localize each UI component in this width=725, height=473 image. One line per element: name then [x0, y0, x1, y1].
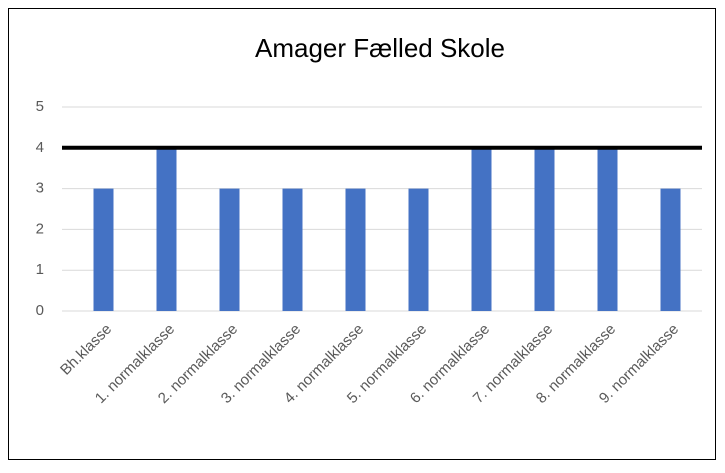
y-tick-label: 1 [36, 261, 44, 278]
bar [156, 147, 177, 311]
y-tick-label: 4 [36, 139, 44, 156]
y-tick-label: 3 [36, 180, 44, 197]
bar [534, 147, 555, 311]
bar [597, 147, 618, 311]
bar [282, 188, 303, 311]
bar [219, 188, 240, 311]
bar [93, 188, 114, 311]
bar [345, 188, 366, 311]
y-tick-label: 5 [36, 98, 44, 115]
chart-title: Amager Fælled Skole [255, 33, 505, 63]
bar [471, 147, 492, 311]
bar [408, 188, 429, 311]
bar [660, 188, 681, 311]
y-tick-label: 2 [36, 220, 44, 237]
y-tick-label: 0 [36, 302, 44, 319]
